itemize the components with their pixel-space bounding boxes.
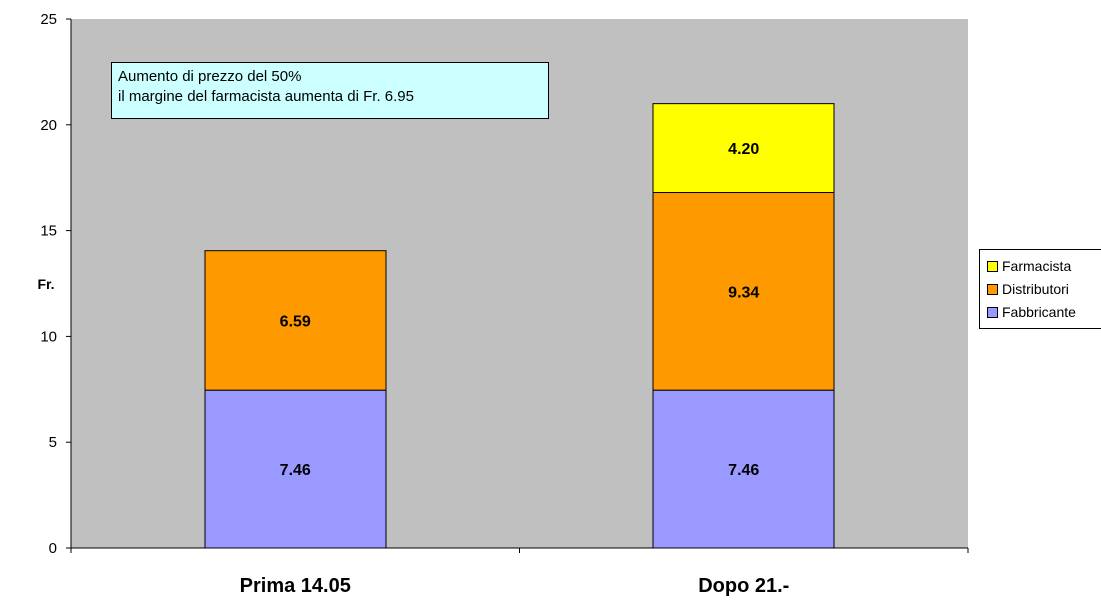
x-tick-label-1: Prima 14.05 bbox=[240, 575, 351, 597]
y-tick-label-25: 25 bbox=[40, 11, 57, 28]
annotation-line-2: il margine del farmacista aumenta di Fr.… bbox=[118, 88, 414, 105]
legend-item-distributori: Distributori bbox=[987, 279, 1069, 299]
y-tick-label-10: 10 bbox=[40, 328, 57, 345]
legend-item-farmacista: Farmacista bbox=[987, 256, 1071, 276]
y-tick-label-0: 0 bbox=[49, 540, 57, 557]
y-tick-label-20: 20 bbox=[40, 117, 57, 134]
data-label-fabbricante-1: 7.46 bbox=[280, 462, 311, 479]
axes-layer: Prima 14.05 Dopo 21.- 0 5 10 15 20 25 bbox=[40, 11, 969, 597]
legend: Farmacista Distributori Fabbricante bbox=[979, 249, 1101, 329]
data-label-fabbricante-2: 7.46 bbox=[728, 462, 759, 479]
annotation-line-1: Aumento di prezzo del 50% bbox=[118, 68, 302, 85]
annotation-box: Aumento di prezzo del 50% il margine del… bbox=[111, 62, 549, 119]
y-tick-label-15: 15 bbox=[40, 223, 57, 240]
legend-label-distributori: Distributori bbox=[1002, 281, 1069, 297]
y-tick-label-5: 5 bbox=[49, 434, 57, 451]
data-label-distributori-2: 9.34 bbox=[728, 284, 759, 301]
bar-distributori-1 bbox=[204, 250, 387, 391]
legend-label-fabbricante: Fabbricante bbox=[1002, 304, 1076, 320]
bars-layer: 7.46 6.59 7.46 9.34 4.20 bbox=[204, 103, 835, 549]
legend-swatch-farmacista bbox=[987, 260, 998, 272]
data-label-farmacista-2: 4.20 bbox=[728, 141, 759, 158]
bar-fabbricante-2 bbox=[652, 389, 835, 549]
y-axis-label: Fr. bbox=[37, 276, 54, 292]
legend-label-farmacista: Farmacista bbox=[1002, 258, 1072, 274]
legend-swatch-fabbricante bbox=[987, 306, 998, 318]
bar-farmacista-2 bbox=[652, 103, 835, 194]
data-label-distributori-1: 6.59 bbox=[280, 313, 311, 330]
legend-item-fabbricante: Fabbricante bbox=[987, 302, 1076, 322]
bar-fabbricante-1 bbox=[204, 389, 387, 549]
legend-swatch-distributori bbox=[987, 283, 998, 295]
bar-distributori-2 bbox=[652, 192, 835, 391]
x-tick-label-2: Dopo 21.- bbox=[698, 575, 789, 597]
